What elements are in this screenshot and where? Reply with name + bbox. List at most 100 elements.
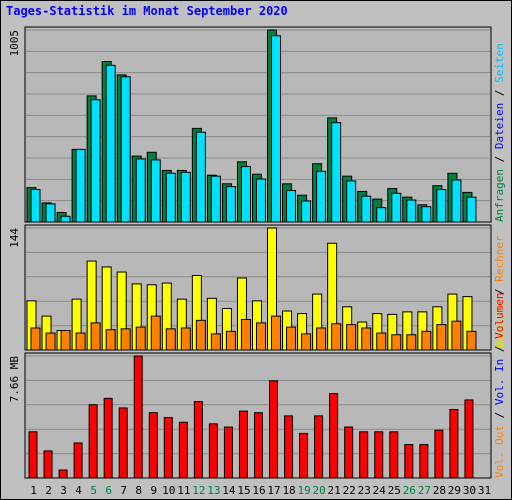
x-tick-label-9: 9 — [150, 484, 157, 497]
bar-dateien-day-23 — [361, 195, 372, 223]
bar-dateien-day-18 — [286, 189, 297, 223]
bar-dateien-day-2 — [45, 203, 56, 223]
x-tick-label-18: 18 — [282, 484, 295, 497]
bar-rechner-day-21 — [331, 323, 342, 351]
bar-volumen-day-20 — [314, 415, 324, 479]
bar-dateien-day-17 — [271, 35, 282, 223]
legend-entry: Rechner — [493, 235, 506, 282]
bar-dateien-day-12 — [195, 131, 206, 223]
x-tick-label-5: 5 — [90, 484, 97, 497]
bar-rechner-day-15 — [240, 319, 251, 351]
bar-dateien-day-1 — [30, 189, 41, 223]
bar-volumen-day-28 — [434, 429, 444, 479]
bar-dateien-day-4 — [75, 148, 86, 223]
bar-volumen-day-2 — [43, 450, 53, 479]
bar-dateien-day-11 — [180, 171, 191, 223]
bar-rechner-day-10 — [165, 328, 176, 351]
bar-rechner-day-16 — [255, 322, 266, 351]
y-max-label: 1005 — [8, 30, 21, 57]
bar-rechner-day-22 — [346, 324, 357, 351]
bar-dateien-day-15 — [240, 166, 251, 223]
bar-volumen-day-29 — [449, 409, 459, 479]
bar-rechner-day-6 — [105, 329, 116, 351]
bar-volumen-day-21 — [329, 393, 339, 479]
bar-rechner-day-25 — [391, 334, 402, 351]
x-tick-label-7: 7 — [120, 484, 127, 497]
bar-dateien-day-25 — [391, 192, 402, 223]
bar-rechner-day-14 — [225, 330, 236, 351]
legend-panel-visits: Besuche / Rechner — [493, 235, 506, 348]
bar-volumen-day-23 — [359, 431, 369, 479]
legend-panel-volume: Vol. Out / Vol. In / Volumen — [493, 293, 506, 478]
x-tick-label-10: 10 — [162, 484, 175, 497]
x-tick-label-17: 17 — [267, 484, 280, 497]
bar-dateien-day-5 — [90, 99, 101, 223]
bar-rechner-day-8 — [135, 326, 146, 351]
bar-rechner-day-26 — [406, 334, 417, 351]
legend-entry: Vol. In — [493, 359, 506, 405]
legend-separator: / — [493, 83, 506, 103]
x-tick-label-3: 3 — [60, 484, 67, 497]
bar-dateien-day-30 — [466, 196, 477, 223]
bar-dateien-day-16 — [255, 178, 266, 223]
bar-rechner-day-20 — [316, 327, 327, 351]
bar-dateien-day-6 — [105, 64, 116, 223]
bar-volumen-day-7 — [118, 407, 128, 479]
bar-volumen-day-22 — [344, 426, 354, 479]
bar-volumen-day-19 — [299, 432, 309, 479]
legend-entry: Seiten — [493, 43, 506, 83]
bar-rechner-day-11 — [180, 327, 191, 351]
x-tick-label-28: 28 — [433, 484, 446, 497]
bar-volumen-day-10 — [163, 416, 173, 479]
x-tick-label-8: 8 — [135, 484, 142, 497]
bar-volumen-day-17 — [269, 380, 279, 479]
bar-rechner-day-7 — [120, 328, 131, 351]
bar-dateien-day-29 — [451, 179, 462, 223]
bar-volumen-day-8 — [133, 355, 143, 479]
x-tick-label-16: 16 — [252, 484, 265, 497]
legend-panel-hits: Anfragen / Dateien / Seiten — [493, 43, 506, 222]
legend-separator: / — [493, 339, 506, 359]
bar-rechner-day-3 — [60, 330, 71, 351]
bar-dateien-day-14 — [225, 186, 236, 223]
bar-dateien-day-27 — [421, 206, 432, 223]
bar-dateien-day-21 — [331, 122, 342, 223]
bar-dateien-day-20 — [316, 170, 327, 223]
bar-volumen-day-26 — [404, 444, 414, 479]
bar-volumen-day-13 — [208, 423, 218, 479]
bar-dateien-day-19 — [301, 200, 312, 223]
bar-rechner-day-19 — [301, 333, 312, 351]
x-tick-label-13: 13 — [207, 484, 220, 497]
bar-volumen-day-27 — [419, 444, 429, 479]
legend-entry: Volumen — [493, 293, 506, 339]
bar-rechner-day-28 — [436, 324, 447, 351]
bar-dateien-day-10 — [165, 172, 176, 223]
x-tick-label-19: 19 — [297, 484, 310, 497]
bar-dateien-day-3 — [60, 215, 71, 223]
x-tick-label-25: 25 — [388, 484, 401, 497]
bar-rechner-day-17 — [271, 315, 282, 351]
y-max-label: 144 — [8, 228, 21, 248]
bar-volumen-day-9 — [148, 412, 158, 479]
bar-rechner-day-27 — [421, 330, 432, 351]
x-tick-label-21: 21 — [328, 484, 341, 497]
legend-separator: / — [493, 405, 506, 425]
x-tick-label-30: 30 — [463, 484, 476, 497]
bar-rechner-day-23 — [361, 327, 372, 351]
bar-rechner-day-9 — [150, 315, 161, 351]
x-tick-label-29: 29 — [448, 484, 461, 497]
bar-volumen-day-25 — [389, 431, 399, 479]
bar-volumen-day-18 — [284, 415, 294, 479]
bar-dateien-day-28 — [436, 189, 447, 223]
chart-title: Tages-Statistik im Monat September 2020 — [6, 4, 288, 18]
x-tick-label-20: 20 — [313, 484, 326, 497]
x-tick-label-15: 15 — [237, 484, 250, 497]
bar-rechner-day-1 — [30, 327, 41, 351]
x-tick-label-23: 23 — [358, 484, 371, 497]
legend-entry: Besuche — [493, 302, 506, 348]
legend-separator: / — [493, 149, 506, 169]
x-tick-label-12: 12 — [192, 484, 205, 497]
bar-dateien-day-9 — [150, 159, 161, 223]
bar-volumen-day-14 — [223, 426, 233, 479]
